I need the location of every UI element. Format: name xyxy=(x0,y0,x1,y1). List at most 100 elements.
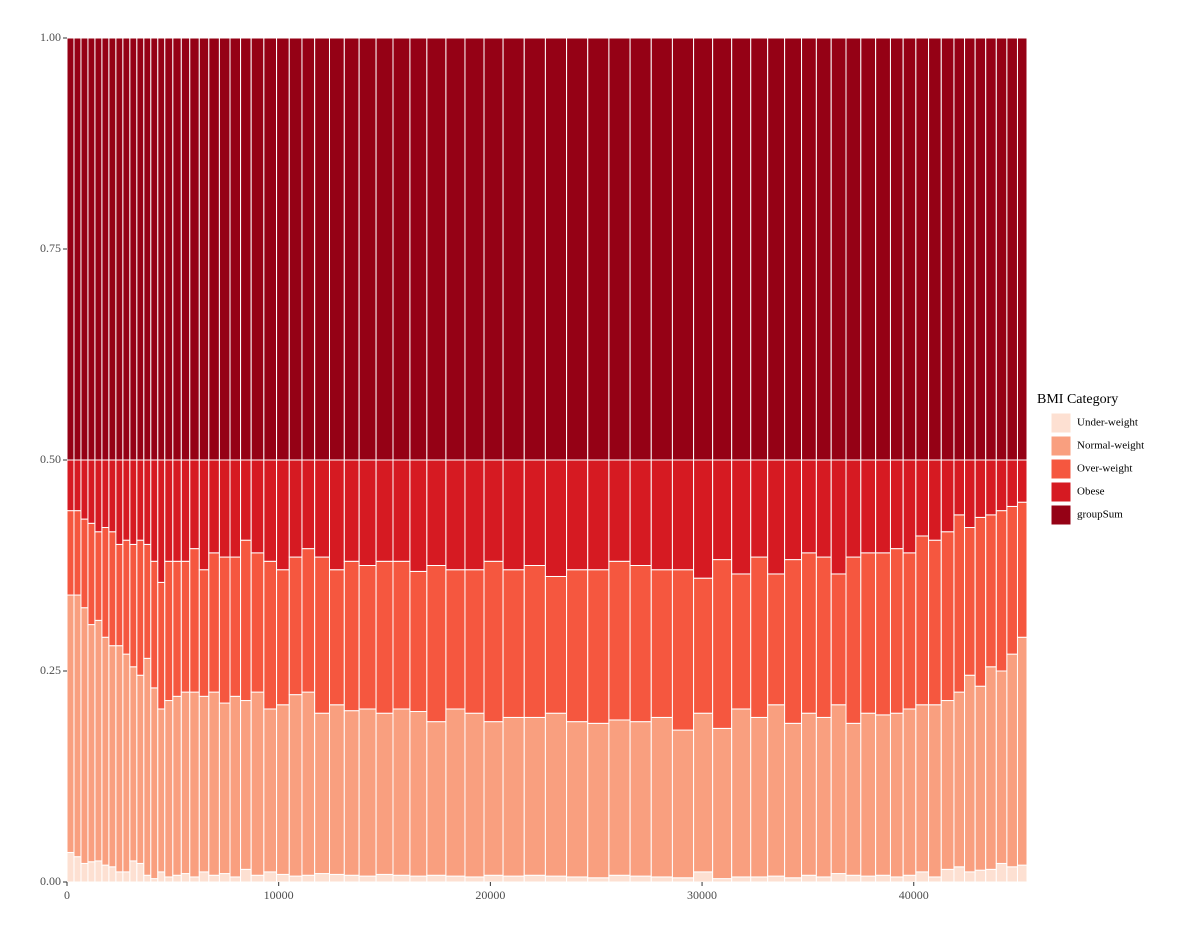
bar-segment xyxy=(731,459,752,575)
bar-segment xyxy=(483,459,504,562)
bar-segment xyxy=(902,37,917,461)
bar-segment xyxy=(801,37,817,461)
bar-segment xyxy=(157,37,166,461)
bar-segment xyxy=(731,708,752,878)
bar-segment xyxy=(712,727,733,880)
bar-segment xyxy=(784,459,803,561)
bar-segment xyxy=(101,527,110,638)
bar-segment xyxy=(250,459,265,554)
bar-segment xyxy=(767,37,786,461)
bar-segment xyxy=(875,552,891,716)
bar-segment xyxy=(953,459,966,516)
x-tick-label: 0 xyxy=(64,888,70,902)
bar-segment xyxy=(845,37,862,461)
bar-segment xyxy=(940,37,955,461)
bar-segment xyxy=(80,607,89,864)
bar-segment xyxy=(608,459,631,562)
bar-segment xyxy=(94,619,103,862)
bar-segment xyxy=(263,37,278,461)
bar-segment xyxy=(189,548,200,693)
bar-segment xyxy=(343,37,360,461)
bar-segment xyxy=(80,459,89,520)
bar-segment xyxy=(136,459,145,541)
bar-segment xyxy=(693,871,714,883)
bar-segment xyxy=(784,559,803,724)
bar-segment xyxy=(1016,864,1028,883)
legend-key xyxy=(1050,504,1072,526)
bar-segment xyxy=(985,666,997,870)
bar-segment xyxy=(218,459,231,558)
bar-segment xyxy=(889,876,904,883)
bar-segment xyxy=(544,575,568,714)
bar-segment xyxy=(250,874,265,883)
bar-segment xyxy=(523,874,546,883)
bar-segment xyxy=(143,459,152,545)
bar-segment xyxy=(974,685,987,871)
bar-segment xyxy=(995,459,1008,512)
bar-segment xyxy=(815,459,832,558)
bar-segment xyxy=(108,459,117,533)
bar-segment xyxy=(73,37,82,461)
bar-segment xyxy=(129,860,138,883)
bar-segment xyxy=(915,459,930,537)
bar-segment xyxy=(136,539,145,676)
bar-segment xyxy=(263,708,278,873)
bar-segment xyxy=(343,710,360,876)
bar-segment xyxy=(358,875,377,883)
bar-segment xyxy=(915,37,930,461)
bar-segment xyxy=(953,866,966,883)
bar-segment xyxy=(566,569,589,723)
bar-segment xyxy=(189,691,200,878)
bar-segment xyxy=(650,459,673,571)
bar-segment xyxy=(650,876,673,883)
bar-segment xyxy=(94,459,103,533)
bar-segment xyxy=(523,565,546,718)
bar-segment xyxy=(301,691,316,876)
bar-segment xyxy=(136,674,145,864)
bar-segment xyxy=(314,712,330,875)
bar-segment xyxy=(860,459,877,554)
bar-segment xyxy=(240,459,252,541)
bar-segment xyxy=(566,721,589,878)
bar-segment xyxy=(940,531,955,702)
bar-segment xyxy=(566,876,589,883)
y-tick-label: 0.25 xyxy=(40,663,61,677)
legend-label: Under-weight xyxy=(1077,417,1138,429)
bar-segment xyxy=(801,874,817,883)
bar-segment xyxy=(830,704,847,875)
bar-segment xyxy=(889,712,904,878)
bar-segment xyxy=(426,565,447,723)
bar-segment xyxy=(1006,505,1018,655)
bar-segment xyxy=(502,459,525,571)
bar-segment xyxy=(122,459,131,541)
bar-segment xyxy=(915,704,930,873)
bar-segment xyxy=(198,37,210,461)
bar-segment xyxy=(314,459,330,558)
bar-segment xyxy=(240,700,252,870)
bar-segment xyxy=(964,37,976,461)
bar-segment xyxy=(1006,653,1018,868)
bar-segment xyxy=(671,37,695,461)
bar-segment xyxy=(87,522,96,626)
bar-segment xyxy=(136,862,145,883)
bar-segment xyxy=(445,37,466,461)
bar-segment xyxy=(650,37,673,461)
legend-label: groupSum xyxy=(1077,509,1123,521)
bar-segment xyxy=(358,37,377,461)
bar-segment xyxy=(189,37,200,461)
bar-segment xyxy=(198,569,210,697)
bar-segment xyxy=(801,459,817,554)
bar-segment xyxy=(358,459,377,566)
bar-segment xyxy=(566,459,589,571)
bar-segment xyxy=(875,714,891,876)
bar-segment xyxy=(276,569,290,706)
bar-segment xyxy=(276,873,290,883)
bar-segment xyxy=(301,548,316,693)
bar-segment xyxy=(464,876,485,883)
bar-segment xyxy=(115,543,124,647)
bar-segment xyxy=(392,560,411,710)
bar-segment xyxy=(502,875,525,883)
bar-segment xyxy=(108,866,117,883)
bar-segment xyxy=(392,459,411,562)
bar-segment xyxy=(629,875,652,883)
